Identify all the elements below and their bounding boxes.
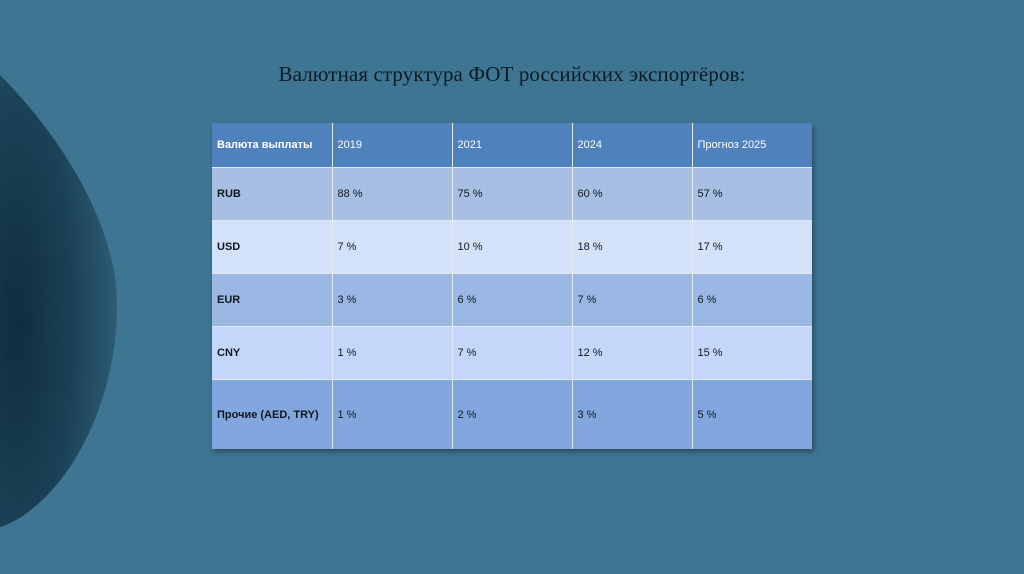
value-cell: 7 %	[332, 220, 453, 274]
value-cell: 10 %	[452, 220, 573, 274]
value-cell: 17 %	[692, 220, 812, 274]
value-cell: 7 %	[452, 326, 573, 380]
value-cell: 2 %	[452, 379, 573, 449]
header-cell: 2021	[452, 123, 573, 168]
value-cell: 1 %	[332, 326, 453, 380]
value-cell: 6 %	[452, 273, 573, 327]
currency-cell: USD	[212, 220, 333, 274]
table-row: RUB 88 % 75 % 60 % 57 %	[212, 167, 812, 221]
value-cell: 7 %	[572, 273, 693, 327]
header-cell: 2024	[572, 123, 693, 168]
value-cell: 5 %	[692, 379, 812, 449]
value-cell: 18 %	[572, 220, 693, 274]
value-cell: 3 %	[572, 379, 693, 449]
value-cell: 75 %	[452, 167, 573, 221]
value-cell: 3 %	[332, 273, 453, 327]
table-row: USD 7 % 10 % 18 % 17 %	[212, 220, 812, 274]
currency-cell: CNY	[212, 326, 333, 380]
value-cell: 1 %	[332, 379, 453, 449]
value-cell: 88 %	[332, 167, 453, 221]
header-cell: Прогноз 2025	[692, 123, 812, 168]
value-cell: 60 %	[572, 167, 693, 221]
table-header-row: Валюта выплаты 2019 2021 2024 Прогноз 20…	[212, 123, 812, 168]
value-cell: 6 %	[692, 273, 812, 327]
currency-cell: Прочие (AED, TRY)	[212, 379, 333, 449]
slide-title: Валютная структура ФОТ российских экспор…	[278, 62, 746, 86]
table-row: CNY 1 % 7 % 12 % 15 %	[212, 326, 812, 380]
value-cell: 15 %	[692, 326, 812, 380]
value-cell: 57 %	[692, 167, 812, 221]
value-cell: 12 %	[572, 326, 693, 380]
header-cell: Валюта выплаты	[212, 123, 333, 168]
table-row: EUR 3 % 6 % 7 % 6 %	[212, 273, 812, 327]
currency-structure-table: Валюта выплаты 2019 2021 2024 Прогноз 20…	[212, 123, 812, 449]
decorative-shape	[0, 75, 117, 527]
currency-cell: EUR	[212, 273, 333, 327]
table-row: Прочие (AED, TRY) 1 % 2 % 3 % 5 %	[212, 379, 812, 449]
header-cell: 2019	[332, 123, 453, 168]
currency-cell: RUB	[212, 167, 333, 221]
